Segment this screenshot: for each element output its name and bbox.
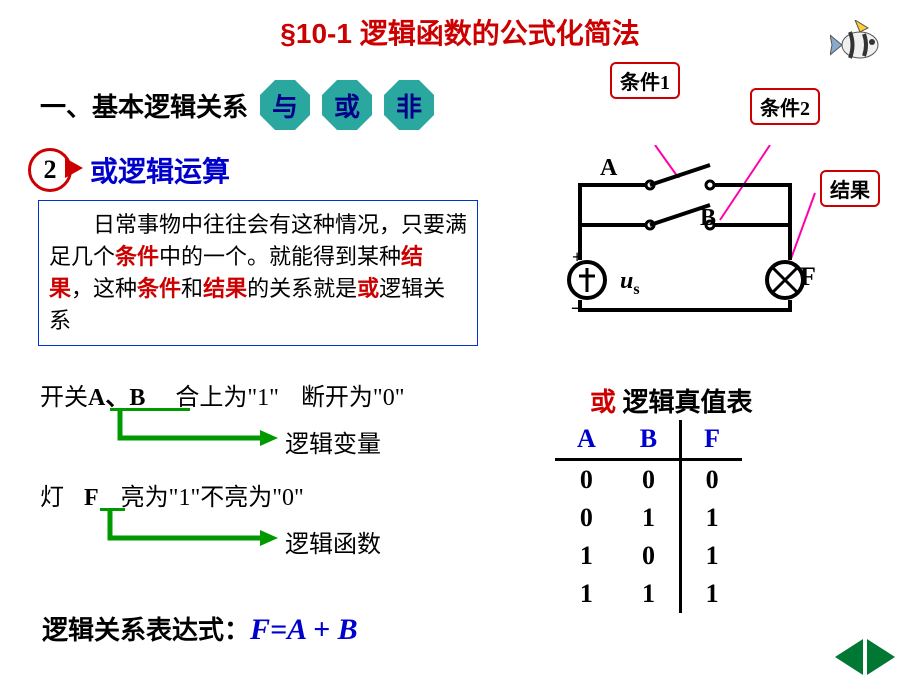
section-heading: 一、基本逻辑关系 与 或 非: [40, 80, 434, 130]
table-row: 000: [555, 460, 742, 500]
callout-cond1: 条件1: [610, 62, 680, 99]
logic-var-label: 逻辑变量: [285, 424, 381, 459]
description-box: 日常事物中往往会有这种情况，只要满足几个条件中的一个。就能得到某种结果，这种条件…: [38, 200, 478, 346]
truth-table: A B F 000 011 101 111: [555, 420, 742, 613]
th-F: F: [681, 420, 742, 460]
bullet-arrow-icon: [65, 158, 83, 178]
or-badge: 或: [322, 80, 372, 130]
callout-cond2: 条件2: [750, 88, 820, 125]
table-row: 111: [555, 575, 742, 613]
and-badge: 与: [260, 80, 310, 130]
label-B: B: [700, 205, 716, 232]
label-F: F: [800, 262, 816, 292]
callout-result: 结果: [820, 170, 880, 207]
expression-line: 逻辑关系表达式：F=A + B: [42, 610, 358, 647]
truth-table-title: 或 逻辑真值表: [590, 382, 753, 419]
prev-arrow-icon[interactable]: [835, 639, 863, 675]
next-arrow-icon[interactable]: [867, 639, 895, 675]
label-us: us: [620, 268, 640, 299]
section1-label: 一、基本逻辑关系: [40, 87, 248, 124]
fish-icon: [830, 20, 890, 70]
circuit-diagram: + –: [560, 145, 820, 335]
subheading: 或逻辑运算: [90, 150, 230, 190]
logic-fn-label: 逻辑函数: [285, 524, 381, 559]
th-B: B: [618, 420, 681, 460]
arrow-to-logic-fn: [100, 508, 300, 550]
table-row: 101: [555, 537, 742, 575]
arrow-to-logic-var: [110, 408, 290, 450]
page-title: §10-1 逻辑函数的公式化简法: [0, 0, 920, 52]
th-A: A: [555, 420, 618, 460]
table-row: 011: [555, 499, 742, 537]
svg-text:–: –: [571, 296, 583, 318]
not-badge: 非: [384, 80, 434, 130]
label-A: A: [600, 155, 617, 182]
svg-text:+: +: [572, 247, 582, 267]
nav-arrows: [835, 639, 895, 675]
